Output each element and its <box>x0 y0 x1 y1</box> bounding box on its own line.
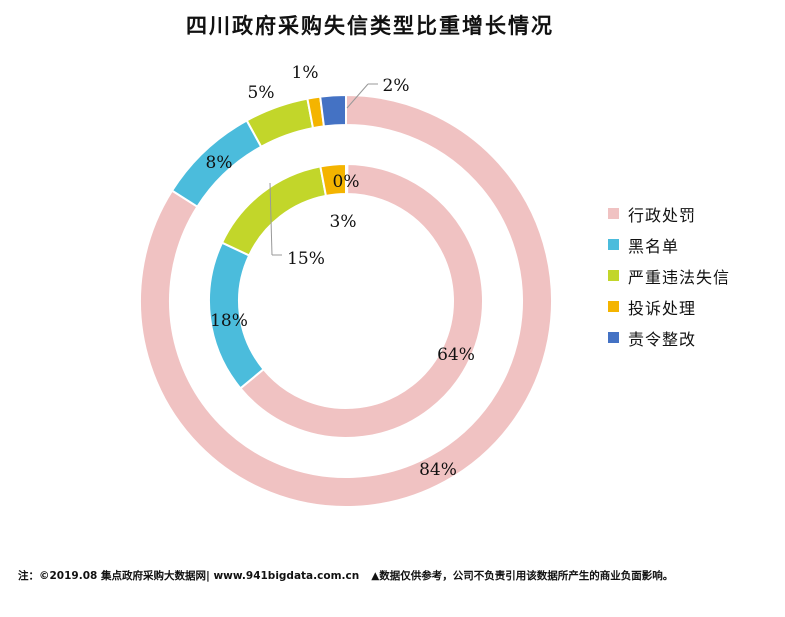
inner-label-complaint: 3% <box>330 212 357 232</box>
legend-swatch <box>608 208 619 219</box>
outer-label-blacklist: 8% <box>206 153 233 173</box>
leader-lines <box>269 83 378 256</box>
outer-slice-penalty <box>139 93 553 508</box>
inner-label-penalty: 64% <box>437 345 475 365</box>
legend-swatch <box>608 332 619 343</box>
footnote-disclaimer: ▲数据仅供参考，公司不负责引用该数据所产生的商业负面影响。 <box>371 570 674 582</box>
legend: 行政处罚 黑名单 严重违法失信 投诉处理 责令整改 <box>608 198 778 353</box>
outer-slice-serious <box>245 97 315 149</box>
legend-item-penalty: 行政处罚 <box>608 198 778 229</box>
inner-label-serious: 15% <box>287 249 325 269</box>
legend-item-serious: 严重违法失信 <box>608 260 778 291</box>
data-labels: 84% 8% 5% 1% 2% 64% 18% 15% 3% 0% <box>206 63 475 480</box>
outer-ring <box>139 93 553 508</box>
legend-label: 责令整改 <box>628 329 697 349</box>
legend-item-blacklist: 黑名单 <box>608 229 778 260</box>
legend-swatch <box>608 239 619 250</box>
inner-label-blacklist: 18% <box>210 311 248 331</box>
inner-ring <box>208 162 484 439</box>
legend-swatch <box>608 301 619 312</box>
outer-label-rectify: 2% <box>383 76 410 96</box>
inner-slice-penalty <box>239 162 484 439</box>
footnote: 注：©2019.08 集点政府采购大数据网| www.941bigdata.co… <box>18 568 778 583</box>
chart-title: 四川政府采购失信类型比重增长情况 <box>186 13 554 38</box>
inner-slice-serious <box>220 165 328 257</box>
outer-label-complaint: 1% <box>292 63 319 83</box>
legend-label: 行政处罚 <box>628 205 697 225</box>
legend-item-complaint: 投诉处理 <box>608 291 778 322</box>
outer-label-serious: 5% <box>248 83 275 103</box>
inner-slice-rectify <box>345 162 349 196</box>
legend-label: 严重违法失信 <box>628 267 731 287</box>
legend-label: 黑名单 <box>628 236 680 256</box>
outer-slice-rectify <box>319 93 347 128</box>
legend-swatch <box>608 270 619 281</box>
legend-label: 投诉处理 <box>628 298 697 318</box>
footnote-source: 注：©2019.08 集点政府采购大数据网| www.941bigdata.co… <box>18 570 360 582</box>
legend-item-rectify: 责令整改 <box>608 322 778 353</box>
double-donut-chart: 84% 8% 5% 1% 2% 64% 18% 15% 3% 0% <box>139 63 553 508</box>
inner-label-rectify: 0% <box>333 172 360 192</box>
outer-label-penalty: 84% <box>419 460 457 480</box>
